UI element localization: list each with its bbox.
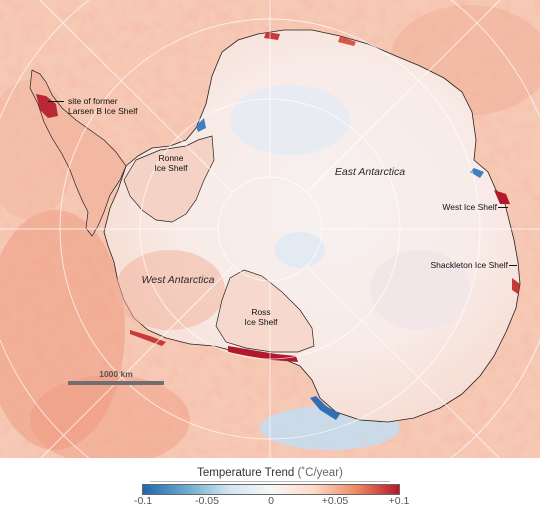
shackleton-label-text: Shackleton Ice Shelf bbox=[430, 260, 509, 270]
temperature-trend-map: site of former Larsen B Ice Shelf Ronne … bbox=[0, 0, 540, 465]
west-ice-shelf-leader bbox=[498, 207, 508, 208]
scale-bar-label: 1000 km bbox=[99, 369, 133, 379]
ross-label-line-1: Ross bbox=[251, 307, 271, 317]
interior-neutral-east bbox=[370, 250, 470, 330]
legend-title-text: Temperature Trend bbox=[197, 467, 295, 479]
meridian-135e bbox=[306, 265, 500, 459]
shackleton-label: Shackleton Ice Shelf bbox=[400, 260, 509, 270]
west-ice-shelf-label-text: West Ice Shelf bbox=[442, 202, 497, 212]
map-canvas bbox=[0, 0, 540, 465]
legend-tick-label: 0 bbox=[268, 495, 274, 507]
legend-rule bbox=[150, 481, 390, 482]
legend-unit: (˚C/year) bbox=[297, 467, 343, 479]
west-ice-shelf-label: West Ice Shelf bbox=[400, 202, 497, 212]
meridian-45e bbox=[306, 0, 501, 193]
ross-sea-coast-cooling bbox=[310, 396, 340, 420]
meridian-45w bbox=[39, 0, 234, 193]
west-antarctica-label: West Antarctica bbox=[141, 274, 215, 286]
ross-label: Ross Ice Shelf bbox=[236, 307, 286, 327]
ross-label-line-2: Ice Shelf bbox=[244, 317, 278, 327]
larsen-b-label-line-1: site of former bbox=[68, 96, 118, 106]
warming-west-antarctica bbox=[115, 250, 225, 330]
larsen-b-label: site of former Larsen B Ice Shelf bbox=[68, 96, 137, 116]
legend-tick-label: +0.05 bbox=[321, 495, 349, 507]
ross-front-warming bbox=[228, 346, 298, 362]
interior-cooling-north bbox=[230, 85, 350, 155]
east-antarctica-label: East Antarctica bbox=[334, 166, 406, 178]
scale-bar bbox=[68, 381, 164, 385]
larsen-b-leader bbox=[48, 101, 64, 102]
ronne-label-line-1: Ronne bbox=[158, 153, 184, 163]
east-coast-cooling bbox=[470, 168, 484, 178]
legend-tick-label: +0.1 bbox=[388, 495, 410, 507]
shackleton-leader bbox=[509, 265, 517, 266]
legend-color-bar bbox=[142, 484, 400, 495]
weddell-coast-cooling bbox=[196, 118, 206, 132]
warming-sector-southwest bbox=[30, 375, 190, 465]
north-coast-warming bbox=[264, 32, 280, 40]
legend-tick-label: -0.05 bbox=[195, 495, 219, 507]
legend-title: Temperature Trend (˚C/year) bbox=[0, 467, 540, 479]
east-coast-warming bbox=[512, 278, 520, 294]
warming-sector-west bbox=[0, 210, 125, 450]
graticule bbox=[0, 0, 540, 459]
ross-ice-shelf-outline bbox=[215, 269, 315, 353]
ronne-label: Ronne Ice Shelf bbox=[146, 153, 196, 173]
ronne-ice-shelf-outline bbox=[123, 135, 215, 223]
legend-tick-label: -0.1 bbox=[133, 495, 153, 507]
west-ice-shelf-warming bbox=[494, 190, 510, 204]
color-legend: Temperature Trend (˚C/year) -0.1 -0.05 0 +0… bbox=[0, 458, 540, 508]
meridian-135w bbox=[40, 265, 234, 459]
northeast-coast-warming bbox=[338, 36, 356, 46]
ronne-label-line-2: Ice Shelf bbox=[154, 163, 188, 173]
larsen-b-hotspot bbox=[36, 94, 58, 118]
larsen-b-label-line-2: Larsen B Ice Shelf bbox=[68, 106, 138, 116]
